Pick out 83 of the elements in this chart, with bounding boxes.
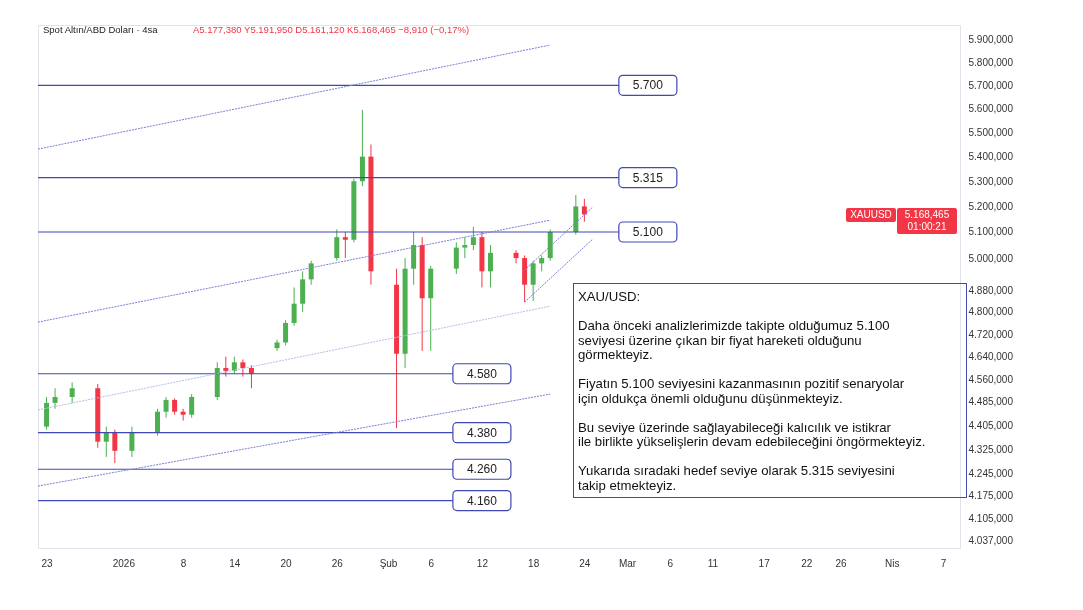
ref-line-label: 4.580 — [466, 366, 498, 381]
y-tick-label: 4.037,000 — [968, 534, 1014, 546]
y-tick-label: 4.720,000 — [968, 328, 1014, 340]
candlestick — [223, 356, 229, 378]
candlestick — [52, 387, 58, 410]
y-tick-label: 5.500,000 — [968, 126, 1014, 138]
candlestick — [69, 381, 75, 404]
candlestick — [44, 396, 50, 431]
x-tick-label: 17 — [758, 557, 771, 569]
y-tick-label: 5.600,000 — [968, 103, 1014, 115]
x-tick-label: 20 — [280, 557, 293, 569]
y-tick-label: 4.560,000 — [968, 374, 1014, 386]
candlestick — [411, 231, 417, 286]
y-tick-label: 5.700,000 — [968, 79, 1014, 91]
candlestick — [291, 286, 297, 327]
y-tick-label: 5.300,000 — [968, 175, 1014, 187]
y-tick-label: 4.325,000 — [968, 443, 1014, 455]
y-tick-label: 4.640,000 — [968, 351, 1014, 363]
y-tick-label: 4.105,000 — [968, 512, 1014, 524]
candlestick — [342, 231, 348, 259]
candlestick — [530, 260, 536, 302]
candlestick — [112, 429, 118, 464]
x-tick-label: 6 — [667, 557, 674, 569]
y-tick-label: 4.245,000 — [968, 468, 1014, 480]
candlestick — [462, 236, 468, 259]
annotation: 5.168,465 01:00:21 — [897, 208, 957, 234]
candlestick — [453, 241, 459, 275]
candlestick — [283, 319, 289, 346]
ref-line-label: 5.315 — [632, 170, 664, 185]
x-tick-label: 8 — [180, 557, 187, 569]
chart-title: Spot Altın/ABD Doları · 4sa — [43, 24, 159, 35]
candlestick — [240, 358, 246, 378]
candlestick — [334, 228, 340, 262]
y-tick-label: 4.485,000 — [968, 395, 1014, 407]
x-tick-label: 14 — [229, 557, 241, 569]
x-tick-label: 2026 — [112, 557, 136, 569]
annotation: Yukarıda sıradaki hedef seviye olarak 5.315 seviyesini takip etmekteyiz. — [578, 463, 896, 493]
y-tick-label: 5.800,000 — [968, 56, 1014, 68]
ref-line-label: 4.380 — [466, 425, 498, 440]
candlestick — [513, 249, 519, 264]
x-tick-label: 7 — [940, 557, 947, 569]
y-tick-label: 4.175,000 — [968, 490, 1014, 502]
candlestick — [163, 396, 169, 419]
annotation: Daha önceki analizlerimizde takipte olduğumuz 5.100 seviyesi üzerine çıkan bir fiyat hareketi olduğunu görmekteyiz. — [578, 318, 891, 363]
candlestick — [487, 244, 493, 288]
candlestick — [103, 426, 109, 458]
x-tick-label: Mar — [618, 557, 637, 569]
y-tick-label: 5.200,000 — [968, 200, 1014, 212]
x-tick-label: 22 — [801, 557, 813, 569]
x-tick-label: Nis — [884, 557, 900, 569]
chart-subtitle: A5.177,380 Y5.191,950 D5.161,120 K5.168,465 −8,910 (−0,17%) — [193, 24, 470, 35]
y-tick-label: 5.100,000 — [968, 226, 1014, 238]
candlestick — [189, 393, 195, 419]
x-tick-label: 26 — [835, 557, 847, 569]
candlestick — [180, 408, 186, 422]
candlestick — [470, 226, 476, 251]
candlestick — [129, 426, 135, 458]
annotation: XAUUSD — [846, 208, 896, 222]
y-tick-label: 4.800,000 — [968, 306, 1014, 318]
candlestick — [308, 260, 314, 286]
x-tick-label: 12 — [476, 557, 489, 569]
ref-line-label: 5.100 — [632, 224, 664, 239]
ref-line-label: 4.160 — [466, 493, 498, 508]
y-tick-label: 5.900,000 — [968, 34, 1014, 46]
ref-line-label: 5.700 — [632, 78, 664, 93]
y-tick-label: 4.880,000 — [968, 284, 1014, 296]
candlestick — [274, 339, 280, 352]
candlestick — [155, 408, 161, 437]
annotation: XAU/USD: — [578, 289, 642, 305]
x-tick-label: 18 — [528, 557, 540, 569]
x-tick-label: 6 — [428, 557, 435, 569]
annotation: Bu seviye üzerinde sağlayabileceği kalıcılık ve istikrar ile birlikte yükselişlerin devam edebileceğini öngörmekteyiz. — [578, 419, 927, 450]
ref-line-label: 4.260 — [466, 462, 498, 477]
candlestick — [581, 198, 587, 223]
x-tick-label: 11 — [707, 557, 719, 569]
x-tick-label: 24 — [579, 557, 591, 569]
annotation: Fiyatın 5.100 seviyesini kazanmasının pozitif senaryolar için oldukça önemli olduğunu düşünmekteyiz. — [578, 376, 906, 406]
x-tick-label: 23 — [41, 557, 54, 569]
y-tick-label: 5.400,000 — [968, 151, 1014, 163]
x-tick-label: Şub — [379, 557, 398, 569]
y-tick-label: 4.405,000 — [968, 419, 1014, 431]
y-tick-label: 5.000,000 — [968, 252, 1014, 264]
x-tick-label: 26 — [331, 557, 344, 569]
